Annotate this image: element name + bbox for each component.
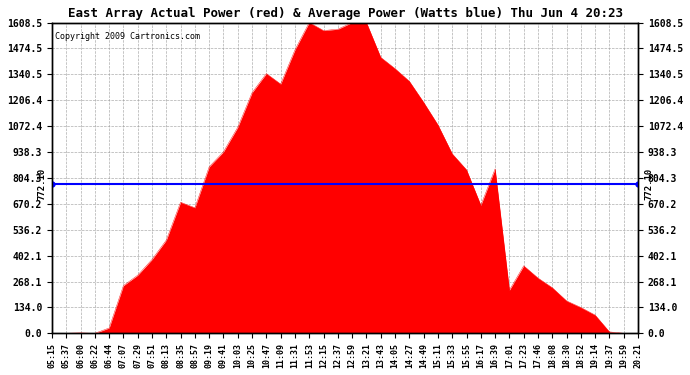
Text: 772.10: 772.10 [644, 168, 653, 200]
Text: 772.10: 772.10 [37, 168, 46, 200]
Title: East Array Actual Power (red) & Average Power (Watts blue) Thu Jun 4 20:23: East Array Actual Power (red) & Average … [68, 7, 622, 20]
Text: Copyright 2009 Cartronics.com: Copyright 2009 Cartronics.com [55, 32, 200, 41]
